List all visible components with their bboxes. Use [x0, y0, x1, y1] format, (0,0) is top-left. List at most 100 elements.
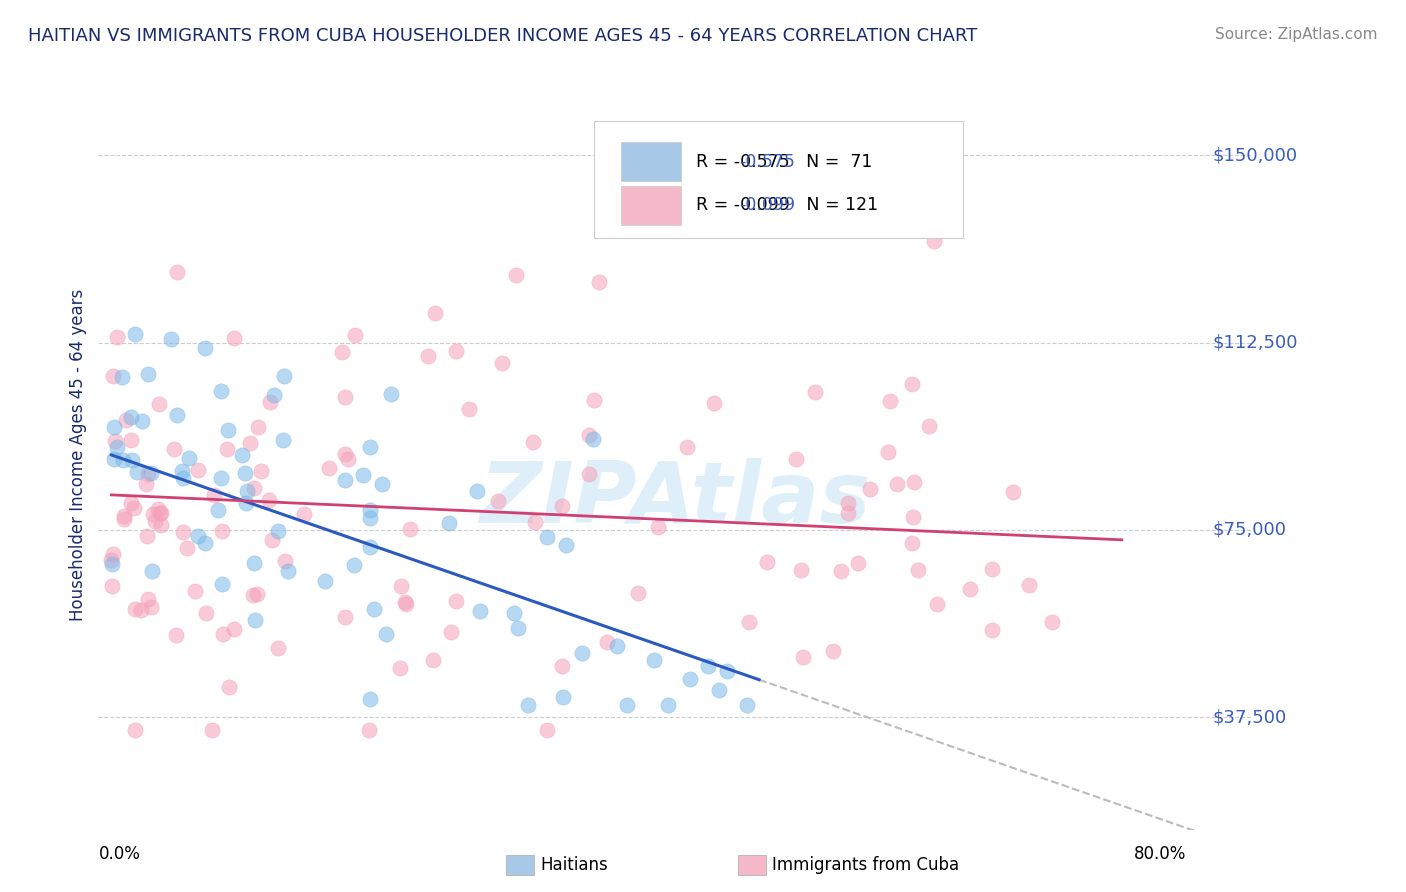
Point: [233, 466, 256, 480]
Point: [679, 672, 702, 686]
Point: [160, 332, 183, 346]
Point: [105, 440, 128, 454]
Point: [333, 610, 356, 624]
Point: [149, 517, 172, 532]
Point: [554, 538, 576, 552]
Point: [212, 626, 235, 640]
Point: [516, 698, 538, 712]
Point: [217, 442, 239, 456]
Point: [837, 496, 859, 510]
Text: $150,000: $150,000: [1212, 146, 1298, 164]
Point: [104, 434, 127, 448]
Point: [211, 577, 233, 591]
Point: [111, 370, 134, 384]
Point: [142, 507, 165, 521]
Point: [231, 448, 253, 462]
Point: [176, 541, 198, 555]
Point: [246, 587, 269, 601]
Text: R = -0.099   N = 121: R = -0.099 N = 121: [696, 196, 877, 214]
Point: [901, 509, 924, 524]
Point: [551, 658, 574, 673]
Point: [380, 387, 402, 401]
Point: [274, 554, 297, 568]
Point: [120, 496, 142, 510]
Y-axis label: Householder Income Ages 45 - 64 years: Householder Income Ages 45 - 64 years: [69, 289, 87, 621]
Point: [202, 487, 225, 501]
Point: [394, 595, 416, 609]
Point: [207, 503, 229, 517]
Point: [333, 390, 356, 404]
Point: [165, 628, 187, 642]
Point: [918, 419, 941, 434]
Point: [101, 368, 124, 383]
FancyBboxPatch shape: [620, 186, 681, 225]
Point: [981, 562, 1004, 576]
Point: [218, 680, 240, 694]
Point: [314, 574, 336, 588]
Point: [217, 423, 239, 437]
Point: [371, 476, 394, 491]
Point: [440, 625, 463, 640]
Point: [925, 597, 948, 611]
Point: [236, 483, 259, 498]
Point: [738, 615, 761, 629]
Point: [606, 639, 628, 653]
Point: [343, 328, 366, 343]
Point: [138, 467, 160, 481]
Point: [571, 647, 593, 661]
Text: 0.0%: 0.0%: [98, 845, 141, 863]
Point: [131, 414, 153, 428]
Point: [859, 482, 882, 496]
Text: HAITIAN VS IMMIGRANTS FROM CUBA HOUSEHOLDER INCOME AGES 45 - 64 YEARS CORRELATIO: HAITIAN VS IMMIGRANTS FROM CUBA HOUSEHOL…: [28, 27, 977, 45]
Point: [124, 601, 146, 615]
Point: [790, 563, 813, 577]
Point: [756, 555, 779, 569]
Point: [1040, 615, 1063, 630]
Point: [136, 528, 159, 542]
Point: [553, 690, 575, 704]
Point: [103, 547, 125, 561]
Point: [122, 501, 145, 516]
Point: [437, 516, 460, 530]
Point: [163, 442, 186, 456]
Point: [267, 524, 290, 538]
Text: Immigrants from Cuba: Immigrants from Cuba: [772, 856, 959, 874]
Point: [823, 643, 845, 657]
Point: [124, 723, 146, 737]
Point: [187, 463, 209, 477]
Point: [458, 401, 481, 416]
Point: [259, 395, 281, 409]
Point: [246, 419, 269, 434]
Point: [924, 234, 946, 248]
Point: [177, 450, 200, 465]
Point: [273, 433, 295, 447]
Point: [876, 445, 898, 459]
Point: [267, 640, 290, 655]
Point: [716, 665, 738, 679]
Point: [211, 524, 233, 539]
Text: Haitians: Haitians: [540, 856, 607, 874]
Text: -0.099: -0.099: [740, 196, 796, 214]
Point: [903, 475, 925, 490]
FancyBboxPatch shape: [595, 121, 963, 237]
Point: [201, 723, 224, 737]
Point: [389, 579, 412, 593]
Point: [263, 388, 285, 402]
Point: [135, 477, 157, 491]
Point: [318, 461, 340, 475]
Point: [506, 621, 529, 635]
Point: [359, 692, 381, 706]
Point: [224, 622, 246, 636]
Point: [792, 650, 814, 665]
Point: [616, 698, 638, 712]
Point: [359, 440, 381, 454]
Text: -0.575: -0.575: [740, 153, 796, 171]
Point: [901, 535, 924, 549]
Point: [105, 330, 128, 344]
FancyBboxPatch shape: [620, 143, 681, 181]
Point: [343, 558, 366, 572]
Point: [785, 451, 807, 466]
Point: [423, 306, 446, 320]
Point: [129, 603, 152, 617]
Point: [375, 627, 398, 641]
